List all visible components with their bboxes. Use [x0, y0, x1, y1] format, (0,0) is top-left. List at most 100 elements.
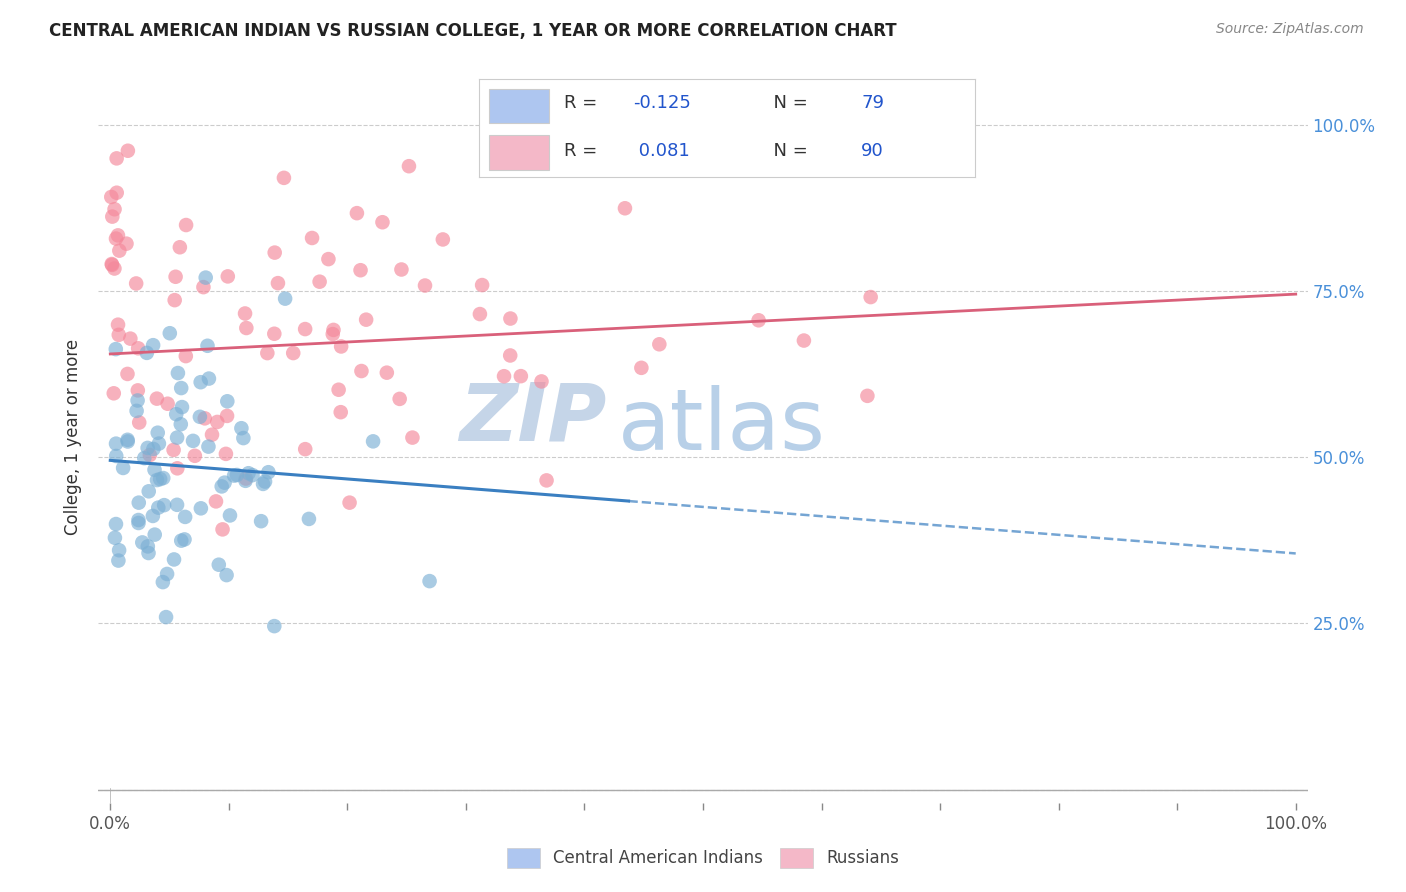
- Point: [152, 471, 174, 485]
- Point: [169, 240, 191, 254]
- Point: [267, 276, 290, 290]
- Point: [146, 473, 169, 487]
- Point: [156, 397, 179, 411]
- Point: [468, 307, 491, 321]
- Point: [250, 514, 273, 528]
- Point: [471, 278, 494, 293]
- Point: [104, 342, 127, 356]
- Point: [159, 326, 181, 341]
- Point: [257, 465, 280, 479]
- Point: [107, 228, 129, 243]
- Point: [166, 431, 188, 445]
- Point: [274, 292, 297, 306]
- Point: [298, 512, 321, 526]
- Point: [117, 434, 139, 449]
- Point: [128, 496, 150, 510]
- Point: [149, 472, 172, 486]
- Point: [139, 448, 162, 462]
- Point: [301, 231, 323, 245]
- Point: [108, 244, 131, 258]
- Point: [104, 516, 127, 531]
- Point: [211, 479, 233, 493]
- Point: [115, 236, 138, 251]
- Point: [117, 433, 139, 447]
- Legend: Central American Indians, Russians: Central American Indians, Russians: [501, 841, 905, 875]
- Point: [117, 144, 139, 158]
- Point: [105, 436, 128, 450]
- Point: [108, 543, 131, 558]
- Point: [273, 170, 295, 185]
- Point: [143, 463, 166, 477]
- Point: [107, 327, 129, 342]
- Point: [211, 522, 233, 536]
- Point: [371, 215, 394, 229]
- Point: [166, 498, 188, 512]
- Point: [104, 231, 127, 245]
- Point: [197, 440, 219, 454]
- Point: [128, 516, 150, 530]
- Text: ZIP: ZIP: [458, 380, 606, 458]
- Point: [101, 258, 124, 272]
- Point: [330, 339, 353, 353]
- Point: [350, 364, 373, 378]
- Point: [859, 290, 882, 304]
- Point: [432, 232, 454, 246]
- Point: [138, 546, 160, 560]
- Point: [148, 436, 170, 450]
- Point: [135, 346, 157, 360]
- Point: [136, 441, 159, 455]
- Point: [630, 360, 652, 375]
- Point: [103, 261, 125, 276]
- Point: [361, 434, 384, 449]
- Point: [308, 275, 330, 289]
- Point: [167, 366, 190, 380]
- Point: [235, 474, 257, 488]
- Point: [174, 218, 197, 232]
- Point: [127, 393, 149, 408]
- Point: [143, 527, 166, 541]
- Point: [142, 508, 165, 523]
- Point: [215, 447, 238, 461]
- Point: [233, 306, 256, 320]
- Point: [128, 416, 150, 430]
- Point: [100, 190, 122, 204]
- Point: [134, 451, 156, 466]
- Point: [492, 369, 515, 384]
- Point: [127, 513, 149, 527]
- Point: [322, 323, 344, 337]
- Point: [509, 369, 531, 384]
- Point: [142, 442, 165, 456]
- Point: [254, 475, 277, 489]
- Point: [194, 411, 217, 425]
- Point: [165, 269, 187, 284]
- Point: [294, 322, 316, 336]
- Point: [205, 494, 228, 508]
- Point: [194, 270, 217, 285]
- Point: [107, 553, 129, 567]
- Point: [235, 471, 257, 485]
- Point: [148, 500, 170, 515]
- Point: [105, 186, 128, 200]
- Point: [162, 442, 184, 457]
- Point: [127, 341, 149, 355]
- Point: [152, 575, 174, 590]
- Point: [112, 461, 135, 475]
- Point: [252, 476, 274, 491]
- Point: [201, 427, 224, 442]
- Point: [793, 334, 815, 348]
- Point: [166, 461, 188, 475]
- Point: [136, 540, 159, 554]
- Point: [263, 245, 285, 260]
- Text: Source: ZipAtlas.com: Source: ZipAtlas.com: [1216, 22, 1364, 37]
- Point: [419, 574, 441, 588]
- Point: [125, 277, 148, 291]
- Point: [107, 318, 129, 332]
- Point: [499, 311, 522, 326]
- Point: [613, 201, 636, 215]
- Point: [104, 531, 127, 545]
- Point: [349, 263, 371, 277]
- Point: [173, 533, 195, 547]
- Point: [354, 312, 377, 326]
- Point: [208, 558, 231, 572]
- Point: [856, 389, 879, 403]
